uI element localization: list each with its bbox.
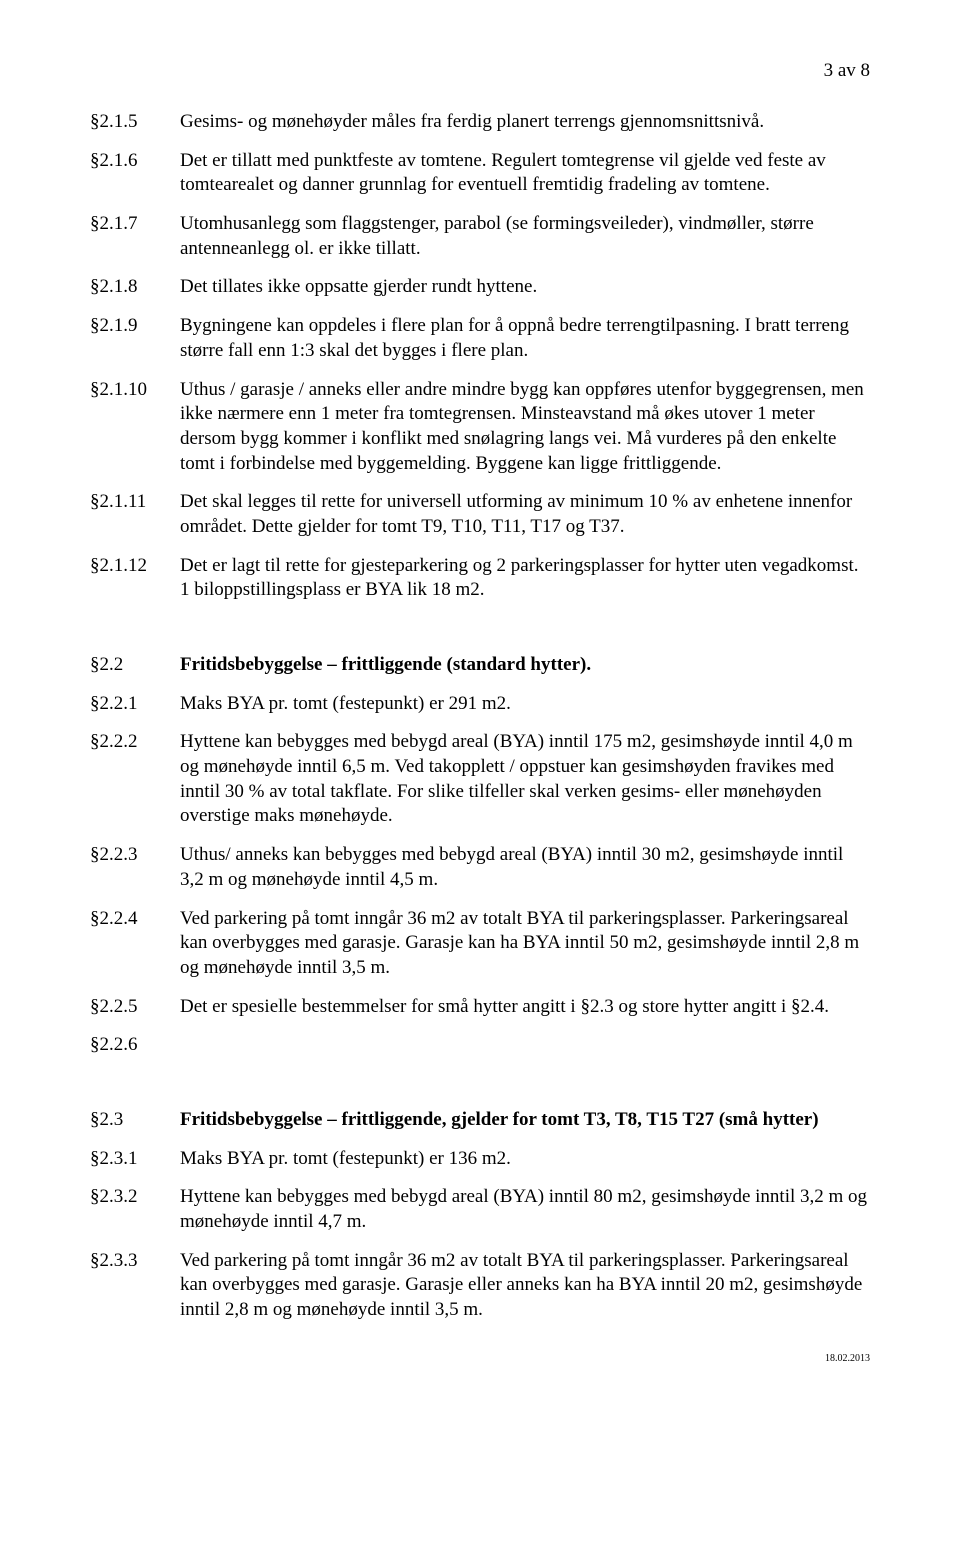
clause-ref: §2.3.1 — [90, 1147, 180, 1172]
clause-text — [180, 1033, 870, 1058]
clause-row: §2.2.4 Ved parkering på tomt inngår 36 m… — [90, 907, 870, 981]
section-heading: Fritidsbebyggelse – frittliggende, gjeld… — [180, 1108, 870, 1133]
clause-row: §2.2.6 — [90, 1033, 870, 1058]
clause-ref: §2.2.4 — [90, 907, 180, 981]
clause-row: §2.2.1 Maks BYA pr. tomt (festepunkt) er… — [90, 692, 870, 717]
clause-text: Hyttene kan bebygges med bebygd areal (B… — [180, 1185, 870, 1234]
clause-ref: §2.2.1 — [90, 692, 180, 717]
clause-ref: §2.1.7 — [90, 212, 180, 261]
clause-ref: §2.2.6 — [90, 1033, 180, 1058]
clause-text: Bygningene kan oppdeles i flere plan for… — [180, 314, 870, 363]
section-gap — [90, 1072, 870, 1108]
clause-ref: §2.2.2 — [90, 730, 180, 829]
clause-text: Utomhusanlegg som flaggstenger, parabol … — [180, 212, 870, 261]
footer-date: 18.02.2013 — [90, 1353, 870, 1364]
clause-ref: §2.1.12 — [90, 554, 180, 603]
clause-row: §2.1.8 Det tillates ikke oppsatte gjerde… — [90, 275, 870, 300]
clause-row: §2.1.12 Det er lagt til rette for gjeste… — [90, 554, 870, 603]
clause-ref: §2.1.5 — [90, 110, 180, 135]
clause-ref: §2.1.8 — [90, 275, 180, 300]
clause-ref: §2.1.6 — [90, 149, 180, 198]
clause-text: Det er tillatt med punktfeste av tomtene… — [180, 149, 870, 198]
clause-row: §2.1.9 Bygningene kan oppdeles i flere p… — [90, 314, 870, 363]
clause-text: Det skal legges til rette for universell… — [180, 490, 870, 539]
clause-text: Ved parkering på tomt inngår 36 m2 av to… — [180, 907, 870, 981]
section-heading-row: §2.2 Fritidsbebyggelse – frittliggende (… — [90, 653, 870, 678]
document-page: 3 av 8 §2.1.5 Gesims- og mønehøyder måle… — [0, 0, 960, 1404]
clause-row: §2.3.1 Maks BYA pr. tomt (festepunkt) er… — [90, 1147, 870, 1172]
clause-text: Ved parkering på tomt inngår 36 m2 av to… — [180, 1249, 870, 1323]
clause-text: Gesims- og mønehøyder måles fra ferdig p… — [180, 110, 870, 135]
clause-row: §2.3.2 Hyttene kan bebygges med bebygd a… — [90, 1185, 870, 1234]
clause-text: Uthus / garasje / anneks eller andre min… — [180, 378, 870, 477]
clause-text: Maks BYA pr. tomt (festepunkt) er 291 m2… — [180, 692, 870, 717]
section-heading: Fritidsbebyggelse – frittliggende (stand… — [180, 653, 870, 678]
clause-text: Det tillates ikke oppsatte gjerder rundt… — [180, 275, 870, 300]
clause-ref: §2.2.3 — [90, 843, 180, 892]
clause-ref: §2.1.9 — [90, 314, 180, 363]
clause-row: §2.1.10 Uthus / garasje / anneks eller a… — [90, 378, 870, 477]
clause-row: §2.2.2 Hyttene kan bebygges med bebygd a… — [90, 730, 870, 829]
clause-row: §2.1.6 Det er tillatt med punktfeste av … — [90, 149, 870, 198]
clause-ref: §2.2.5 — [90, 995, 180, 1020]
page-number: 3 av 8 — [90, 60, 870, 82]
clause-ref: §2.3.2 — [90, 1185, 180, 1234]
clause-text: Det er spesielle bestemmelser for små hy… — [180, 995, 870, 1020]
section-ref: §2.3 — [90, 1108, 180, 1133]
clause-text: Hyttene kan bebygges med bebygd areal (B… — [180, 730, 870, 829]
clause-ref: §2.1.11 — [90, 490, 180, 539]
clause-row: §2.2.5 Det er spesielle bestemmelser for… — [90, 995, 870, 1020]
clause-row: §2.1.7 Utomhusanlegg som flaggstenger, p… — [90, 212, 870, 261]
clause-text: Uthus/ anneks kan bebygges med bebygd ar… — [180, 843, 870, 892]
clause-row: §2.3.3 Ved parkering på tomt inngår 36 m… — [90, 1249, 870, 1323]
clause-row: §2.2.3 Uthus/ anneks kan bebygges med be… — [90, 843, 870, 892]
clause-row: §2.1.11 Det skal legges til rette for un… — [90, 490, 870, 539]
section-heading-row: §2.3 Fritidsbebyggelse – frittliggende, … — [90, 1108, 870, 1133]
clause-text: Maks BYA pr. tomt (festepunkt) er 136 m2… — [180, 1147, 870, 1172]
clause-ref: §2.3.3 — [90, 1249, 180, 1323]
section-gap — [90, 617, 870, 653]
section-ref: §2.2 — [90, 653, 180, 678]
clause-text: Det er lagt til rette for gjesteparkerin… — [180, 554, 870, 603]
clause-row: §2.1.5 Gesims- og mønehøyder måles fra f… — [90, 110, 870, 135]
clause-ref: §2.1.10 — [90, 378, 180, 477]
